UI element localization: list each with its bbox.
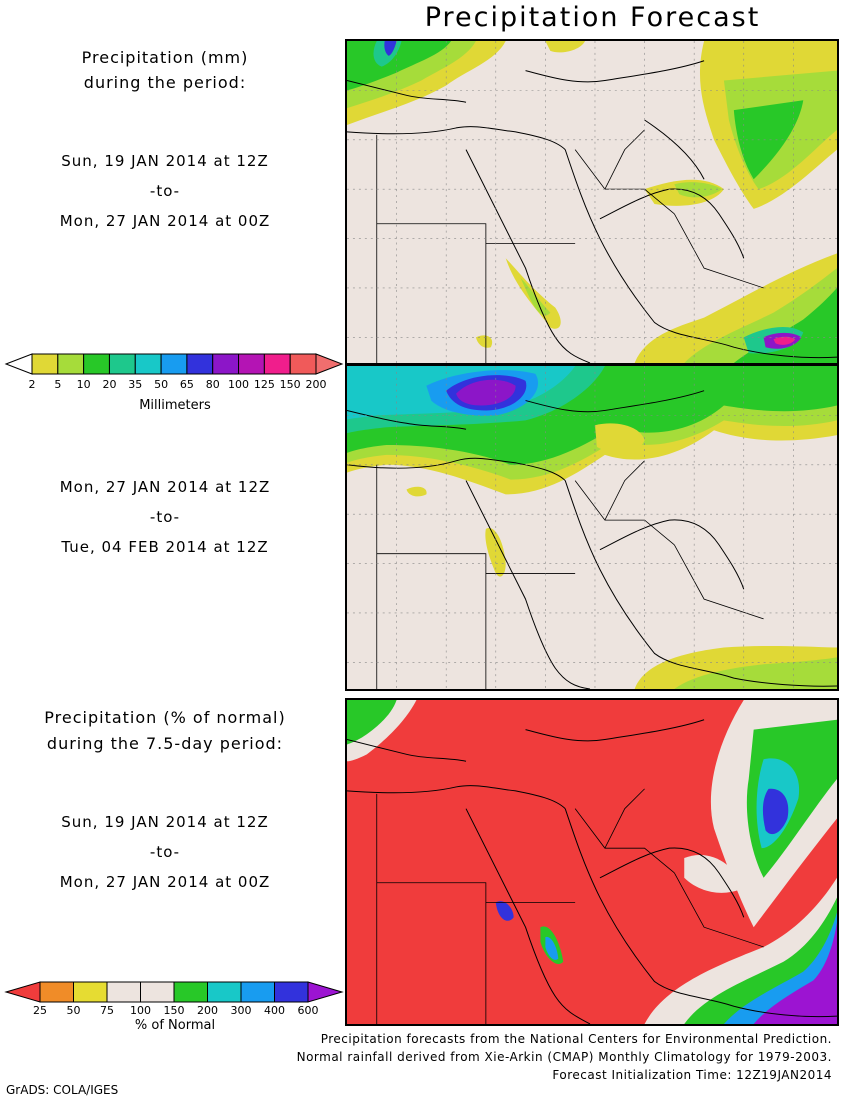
borders: [376, 460, 764, 689]
colorbar-mm-tick-label: 100: [228, 378, 250, 391]
colorbar-pct-segment: [207, 981, 242, 1003]
borders: [376, 129, 764, 363]
colorbar-pct-segment: [240, 981, 275, 1003]
panel1-end-date: Mon, 27 JAN 2014 at 00Z: [59, 212, 271, 230]
colorbar-mm-segment: [31, 353, 59, 375]
map-panel-1: [345, 39, 839, 365]
colorbar-mm-segment: [134, 353, 162, 375]
grid-lines: [347, 41, 837, 363]
footer-line-3: Forecast Initialization Time: 12Z19JAN20…: [552, 1068, 832, 1082]
panel3-label-line1: Precipitation (% of normal): [44, 708, 286, 727]
colorbar-pct-ticks: 25 50 75 100 150 200 300 400 600: [0, 1004, 345, 1020]
colorbar-pct-segment-high-arrow: [307, 981, 344, 1003]
colorbar-mm-segment: [108, 353, 136, 375]
colorbar-mm-title: Millimeters: [139, 398, 211, 413]
panel2-end-date: Tue, 04 FEB 2014 at 12Z: [61, 538, 269, 556]
colorbar-mm: [0, 352, 345, 376]
colorbar-mm-segment-high-arrow: [315, 353, 344, 375]
colorbar-mm-tick-label: 35: [128, 378, 143, 391]
map-panel-2: [345, 364, 839, 691]
panel3-to: -to-: [149, 843, 181, 861]
colorbar-pct-segment: [73, 981, 108, 1003]
page-title: Precipitation Forecast: [424, 2, 761, 33]
panel3-start-date: Sun, 19 JAN 2014 at 12Z: [61, 813, 269, 831]
borders: [376, 788, 764, 1024]
colorbar-pct-title: % of Normal: [134, 1018, 216, 1033]
percent-field: [347, 700, 837, 1024]
colorbar-pct-tick-label: 300: [230, 1004, 252, 1017]
colorbar-mm-tick-label: 20: [102, 378, 117, 391]
map-panel-2-graphic: [347, 366, 837, 689]
colorbar-pct-tick-label: 150: [163, 1004, 185, 1017]
colorbar-pct-segment: [39, 981, 74, 1003]
colorbar-pct-tick-label: 200: [197, 1004, 218, 1017]
colorbar-pct-segment: [173, 981, 208, 1003]
colorbar-mm-tick-label: 80: [205, 378, 220, 391]
footer-line-2: Normal rainfall derived from Xie-Arkin (…: [296, 1050, 832, 1064]
map-panel-3: [345, 698, 839, 1026]
colorbar-mm-segment: [263, 353, 291, 375]
colorbar-pct-segment: [140, 981, 175, 1003]
precip-field: [347, 366, 837, 689]
colorbar-mm-ticks: 2 5 10 20 35 50 65 80 100 125 150 200: [0, 378, 345, 394]
grads-credit: GrADS: COLA/IGES: [6, 1083, 119, 1097]
panel1-to: -to-: [149, 182, 181, 200]
panel3-end-date: Mon, 27 JAN 2014 at 00Z: [59, 873, 271, 891]
colorbar-pct-tick-label: 75: [100, 1004, 114, 1017]
grid-lines: [347, 366, 837, 689]
colorbar-mm-segment: [212, 353, 240, 375]
colorbar-mm-tick-label: 50: [154, 378, 169, 391]
colorbar-mm-segment: [160, 353, 188, 375]
colorbar-mm-tick-label: 125: [253, 378, 275, 391]
panel1-start-date: Sun, 19 JAN 2014 at 12Z: [61, 152, 269, 170]
colorbar-mm-tick-label: 65: [179, 378, 194, 391]
colorbar-mm-segment: [83, 353, 110, 375]
coastlines: [347, 60, 837, 363]
colorbar-pct-tick-label: 100: [130, 1004, 151, 1017]
precip-field: [347, 41, 837, 363]
colorbar-pct: [0, 980, 345, 1004]
colorbar-mm-segment: [238, 353, 265, 375]
map-panel-1-graphic: [347, 41, 837, 363]
coastlines: [347, 719, 837, 1024]
colorbar-pct-segment-low-arrow: [4, 981, 41, 1003]
colorbar-pct-tick-label: 600: [297, 1004, 319, 1017]
footer-line-1: Precipitation forecasts from the Nationa…: [320, 1032, 832, 1046]
colorbar-mm-tick-label: 200: [305, 378, 327, 391]
colorbar-pct-segment: [274, 981, 309, 1003]
map-panel-3-graphic: [347, 700, 837, 1024]
colorbar-pct-tick-label: 400: [264, 1004, 285, 1017]
colorbar-mm-segment: [289, 353, 317, 375]
colorbar-pct-segment: [106, 981, 141, 1003]
colorbar-mm-graphic: [4, 353, 344, 375]
colorbar-pct-tick-label: 25: [33, 1004, 47, 1017]
panel1-label-line2: during the period:: [83, 73, 247, 92]
colorbar-mm-tick-label: 10: [76, 378, 91, 391]
colorbar-pct-graphic: [4, 981, 344, 1003]
colorbar-mm-segment-low-arrow: [4, 353, 33, 375]
panel1-label-line1: Precipitation (mm): [81, 48, 249, 67]
colorbar-mm-tick-label: 5: [54, 378, 62, 391]
colorbar-pct-tick-label: 50: [66, 1004, 81, 1017]
panel2-start-date: Mon, 27 JAN 2014 at 12Z: [59, 478, 271, 496]
colorbar-mm-segment: [57, 353, 85, 375]
panel3-label-line2: during the 7.5-day period:: [46, 734, 284, 753]
colorbar-mm-tick-label: 2: [28, 378, 36, 391]
coastlines: [347, 390, 837, 689]
colorbar-mm-tick-label: 150: [279, 378, 301, 391]
panel2-to: -to-: [149, 508, 181, 526]
colorbar-mm-segment: [186, 353, 214, 375]
